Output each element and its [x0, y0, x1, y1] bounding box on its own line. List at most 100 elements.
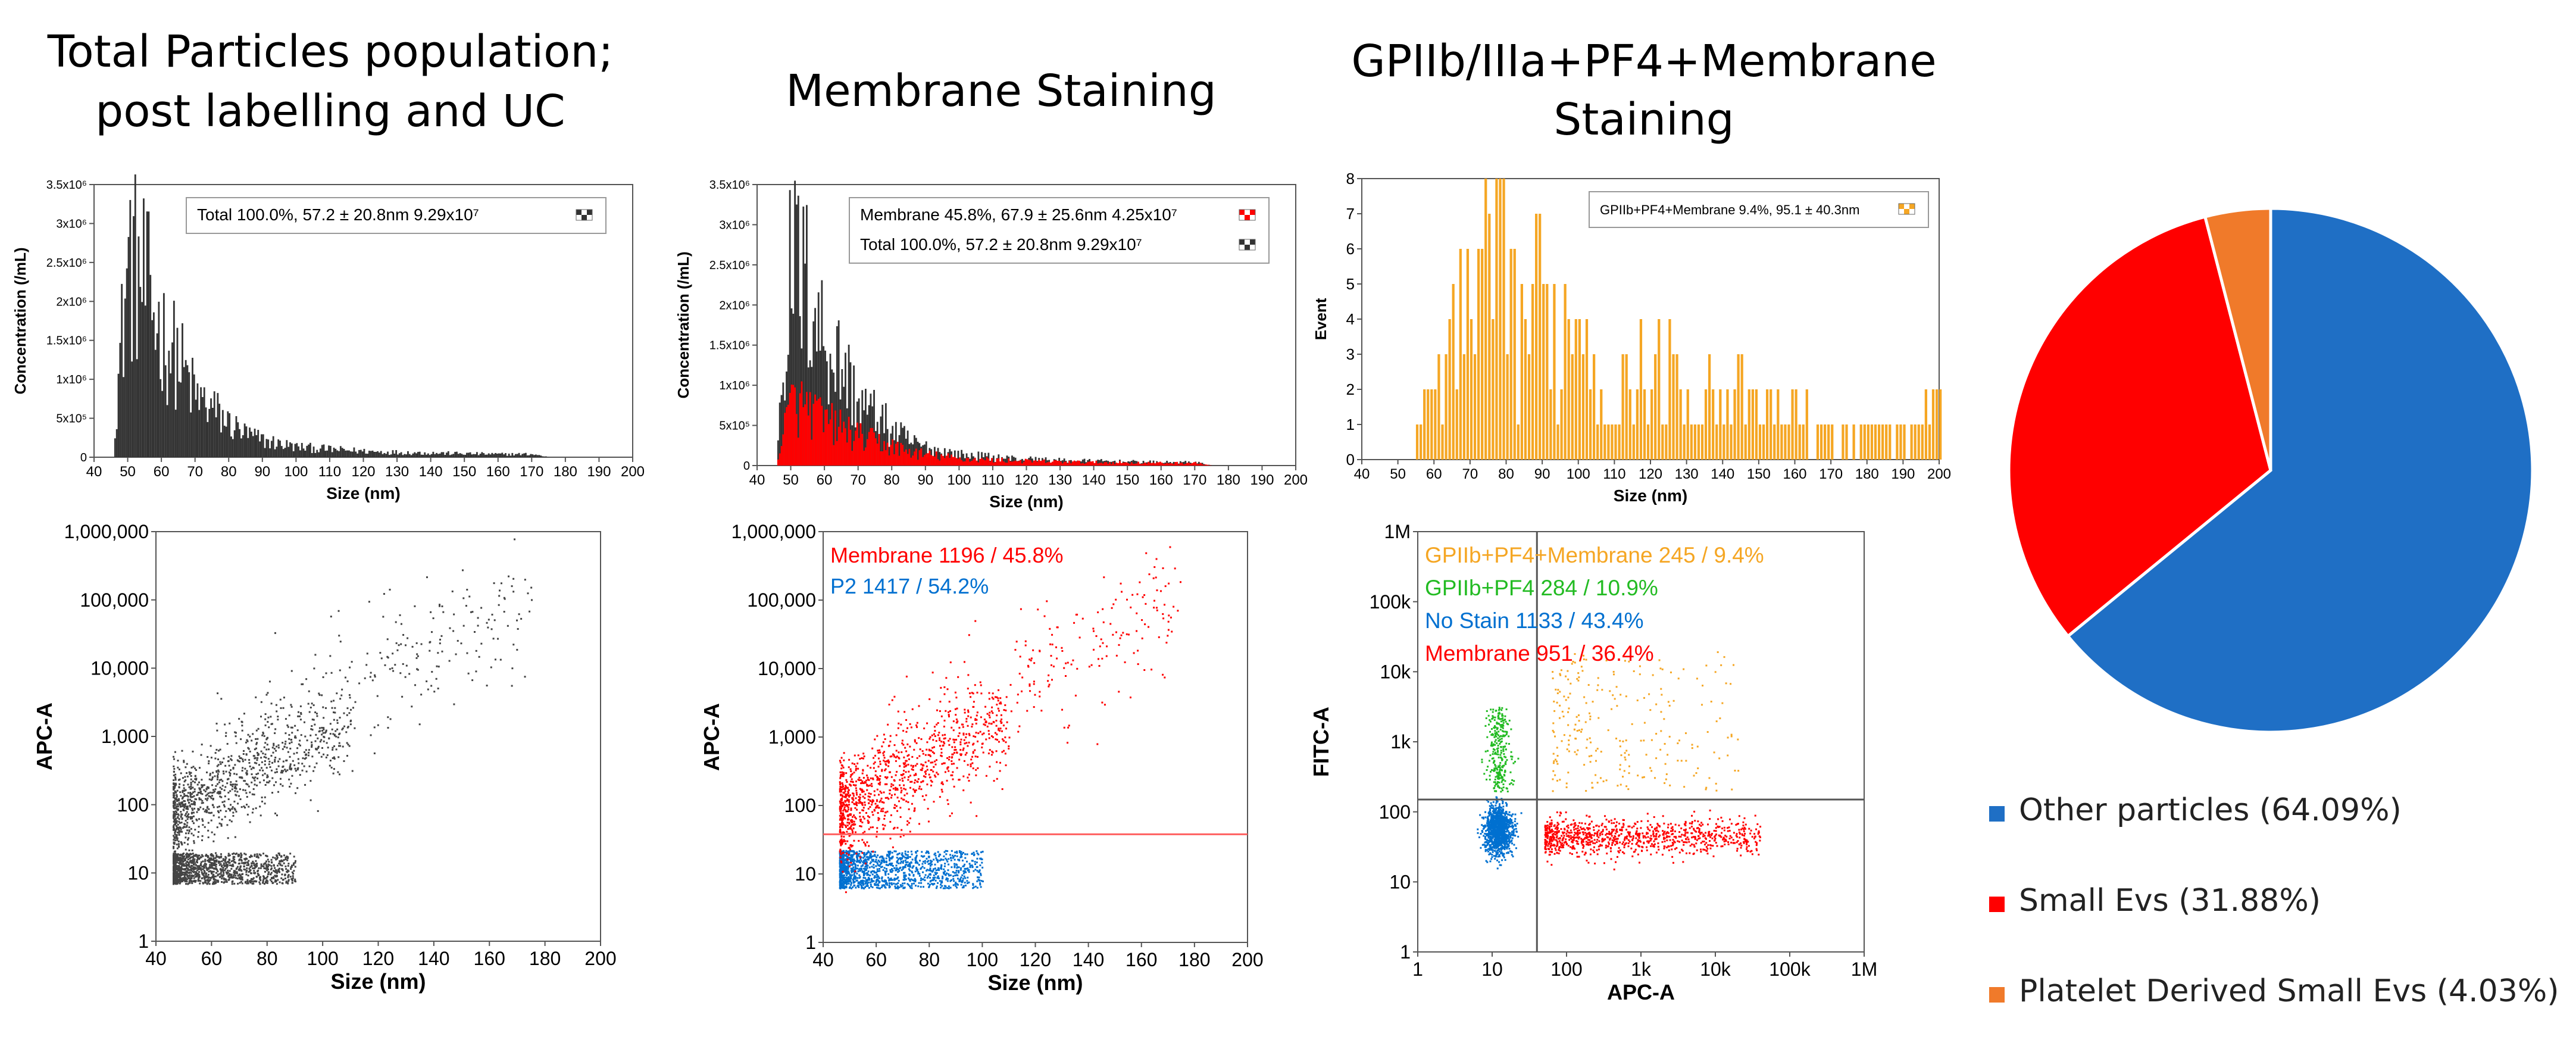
- hist_gpiib-x-tick-label: 100: [1567, 466, 1590, 482]
- scatter_total-point: [289, 785, 291, 788]
- scatter_total-point: [176, 827, 179, 829]
- scatter_total-point: [251, 773, 253, 776]
- scatter_membrane-point: [929, 873, 931, 876]
- scatter_total-point: [175, 837, 177, 839]
- scatter_total-point: [346, 707, 349, 710]
- scatter_total-point: [461, 569, 464, 572]
- scatter_total-point: [227, 872, 229, 874]
- hist_membrane-bar-total: [1102, 461, 1104, 466]
- hist_membrane-bar-membrane: [1126, 462, 1128, 466]
- hist_membrane-bar-membrane: [935, 451, 937, 466]
- scatter_total-point: [394, 664, 396, 666]
- scatter_membrane-point: [842, 854, 844, 857]
- scatter_membrane-point: [937, 876, 939, 878]
- hist_gpiib-bar: [1726, 389, 1729, 460]
- hist_gpiib-bar: [1430, 389, 1433, 460]
- scatter_membrane-point: [961, 860, 964, 862]
- scatter_total-point: [261, 734, 264, 736]
- scatter_total-point: [322, 676, 324, 679]
- scatter_total-point: [511, 667, 514, 670]
- hist_gpiib-bar: [1560, 389, 1563, 460]
- scatter_total-point: [177, 779, 180, 781]
- scatter_total-point: [192, 791, 194, 794]
- scatter_total-point: [192, 857, 195, 859]
- scatter_total-point: [302, 683, 304, 685]
- scatter_membrane-point: [842, 863, 844, 865]
- scatter_membrane-point: [887, 864, 889, 866]
- scatter_total-point: [178, 768, 180, 770]
- scatter_membrane-point: [878, 877, 880, 879]
- scatter_total-point: [511, 585, 513, 588]
- scatter_total-point: [260, 814, 262, 817]
- scatter_total-point: [389, 668, 391, 670]
- scatter_membrane-point: [902, 879, 905, 881]
- hist_gpiib-bar: [1621, 354, 1624, 460]
- hist_membrane-bar-total: [1012, 457, 1015, 466]
- scatter_total-point: [442, 611, 445, 613]
- scatter_total-point: [173, 774, 175, 776]
- scatter_total-point: [233, 773, 236, 775]
- scatter_total-point: [274, 760, 276, 763]
- scatter_total-point: [276, 872, 278, 874]
- scatter_total-point: [254, 853, 256, 855]
- scatter_total-point: [244, 780, 246, 782]
- scatter_total-point: [276, 710, 278, 713]
- hist_total-bar-total: [188, 372, 190, 457]
- scatter_total-point: [218, 857, 221, 859]
- scatter_total-point: [232, 865, 235, 867]
- scatter_membrane-point: [960, 876, 962, 879]
- hist_membrane-bar-membrane: [1127, 463, 1130, 466]
- hist_membrane-x-tick-label: 110: [981, 472, 1004, 488]
- scatter_membrane-point: [897, 858, 899, 860]
- hist_total-bar-total: [137, 236, 140, 457]
- scatter_membrane-point: [915, 885, 917, 887]
- scatter_total-point: [223, 772, 225, 775]
- scatter_membrane-point: [851, 874, 853, 876]
- scatter_total-point: [336, 722, 339, 724]
- scatter_total-point: [217, 870, 219, 873]
- hist_membrane-bar-membrane: [979, 458, 981, 466]
- scatter_membrane-point: [915, 855, 917, 858]
- hist_gpiib-bar: [1824, 424, 1827, 460]
- hist_membrane-bar-total: [1114, 460, 1116, 466]
- hist_total-bar-total: [185, 360, 187, 457]
- scatter_total-point: [311, 702, 313, 705]
- scatter_total-point: [177, 829, 180, 831]
- scatter_total-point: [260, 701, 262, 703]
- scatter_total-point: [282, 869, 284, 872]
- scatter_membrane-point: [974, 861, 976, 863]
- hist_membrane-bar-membrane: [839, 409, 842, 466]
- scatter_total-point: [254, 872, 257, 874]
- scatter_total-point: [228, 878, 230, 880]
- scatter_membrane-point: [946, 860, 949, 863]
- scatter_total-point: [245, 772, 248, 774]
- hist_membrane-bar-membrane: [881, 451, 884, 466]
- hist_total-bar-total: [270, 441, 273, 457]
- scatter_membrane-point: [854, 866, 856, 868]
- scatter_total-point: [275, 858, 277, 861]
- scatter_total-point: [452, 630, 455, 632]
- scatter_membrane-point: [977, 876, 979, 879]
- scatter_total-point: [220, 855, 223, 858]
- scatter_membrane-point: [928, 869, 930, 872]
- scatter_total-point: [251, 882, 254, 885]
- hist_membrane-bar-membrane: [863, 451, 865, 466]
- scatter_total-point: [221, 819, 223, 821]
- scatter_membrane-point: [964, 857, 967, 859]
- scatter_membrane-point: [875, 865, 877, 867]
- scatter_membrane-point: [976, 852, 978, 854]
- scatter_membrane-point: [839, 869, 841, 871]
- scatter_membrane-point: [926, 861, 929, 863]
- scatter_total-point: [229, 819, 231, 822]
- scatter_total-point: [173, 875, 175, 877]
- scatter_total-point: [233, 852, 235, 854]
- hist_membrane-bar-membrane: [976, 460, 978, 466]
- scatter_membrane-point: [841, 874, 843, 876]
- scatter_membrane-point: [858, 860, 861, 862]
- scatter_total-point: [278, 867, 280, 870]
- hist_gpiib-bar: [1509, 249, 1512, 460]
- scatter_total-point: [173, 806, 175, 808]
- scatter_total-point: [351, 770, 354, 772]
- scatter_total-point: [225, 732, 227, 734]
- hist_gpiib-bar: [1650, 389, 1653, 460]
